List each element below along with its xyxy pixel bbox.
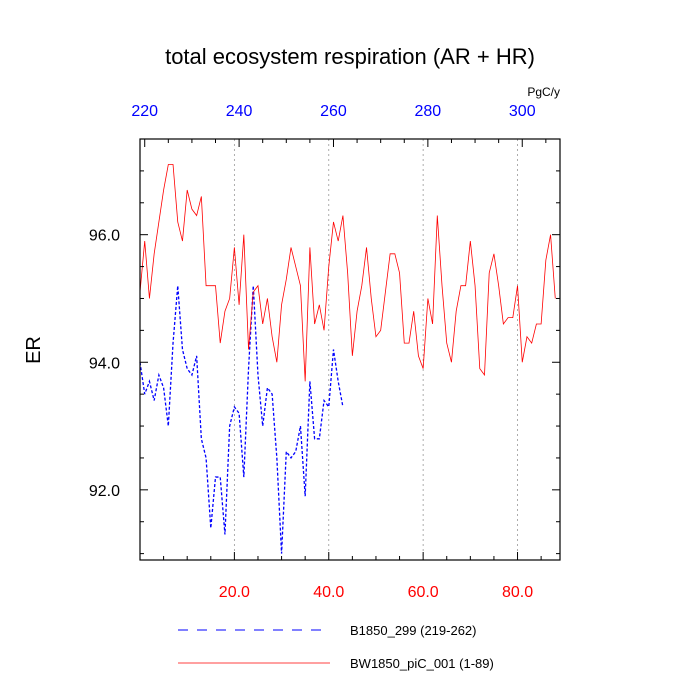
series-line-2: [139, 164, 556, 382]
y-tick-label: 96.0: [89, 228, 120, 245]
y-tick-label: 92.0: [89, 483, 120, 500]
legend-label-2: BW1850_piC_001 (1-89): [350, 656, 494, 671]
grid-layer: [233, 139, 518, 560]
x-tick-label: 60.0: [408, 584, 439, 601]
x-tick-label: 40.0: [313, 584, 344, 601]
top-x-tick-label: 260: [320, 103, 347, 120]
legend: B1850_299 (219-262) BW1850_piC_001 (1-89): [178, 623, 494, 671]
units-label: PgC/y: [527, 85, 560, 99]
top-x-tick-label: 220: [131, 103, 158, 120]
series-line-1: [139, 285, 344, 554]
y-axis-label: ER: [23, 336, 45, 364]
axis-layer: 20.0 40.0 60.0 80.0 220 240 260 280 300 92.0 94.0 9…: [89, 103, 560, 601]
y-tick-label: 94.0: [89, 355, 120, 372]
top-x-tick-label: 300: [509, 103, 536, 120]
series-layer: [139, 164, 556, 554]
top-x-tick-label: 240: [226, 103, 253, 120]
top-x-tick-label: 280: [415, 103, 442, 120]
chart-title: total ecosystem respiration (AR + HR): [165, 44, 535, 69]
legend-label-1: B1850_299 (219-262): [350, 623, 477, 638]
plot-frame: [139, 138, 561, 561]
x-tick-label: 80.0: [502, 584, 533, 601]
x-tick-label: 20.0: [219, 584, 250, 601]
